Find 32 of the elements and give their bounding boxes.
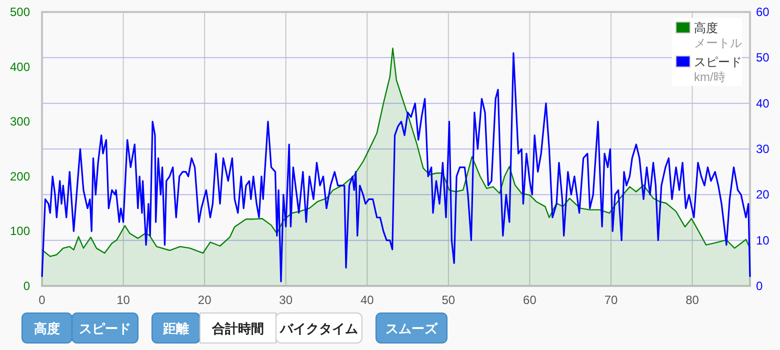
annotation: km/時 (694, 70, 726, 84)
x-tick-label: 10 (116, 293, 130, 307)
y2-tick-label: 0 (756, 279, 763, 293)
button: バイクタイム (276, 312, 362, 344)
x-tick-label: 50 (442, 293, 456, 307)
y-tick-label: 500 (10, 5, 30, 19)
button: 高度 (22, 312, 72, 344)
y-tick-label: 200 (10, 169, 30, 184)
button: スピード (72, 312, 138, 344)
x-tick-label: 80 (686, 293, 700, 307)
y-tick-label: 0 (23, 279, 30, 293)
y2-tick-label: 60 (756, 5, 770, 19)
x-tick-label: 0 (38, 293, 46, 307)
y2-tick-label: 50 (756, 50, 770, 65)
button: スムーズ (376, 312, 448, 344)
y2-tick-label: 30 (756, 142, 770, 156)
button: 合計時間 (200, 312, 276, 344)
y2-tick-label: 20 (756, 188, 770, 202)
button: 距離 (152, 312, 200, 344)
y2-tick-label: 40 (756, 96, 770, 110)
y-tick-label: 300 (10, 114, 30, 129)
y-tick-label: 100 (10, 224, 30, 238)
x-tick-label: 40 (360, 293, 374, 307)
y2-tick-label: 10 (756, 233, 770, 248)
legend-label: スピード (694, 55, 742, 69)
legend-label: 高度 (694, 21, 718, 35)
y-tick-label: 400 (10, 60, 30, 74)
annotation: メートル (694, 36, 742, 50)
x-tick-label: 20 (198, 293, 212, 307)
x-tick-label: 60 (523, 293, 537, 307)
x-tick-label: 70 (604, 293, 618, 307)
x-tick-label: 30 (279, 293, 293, 307)
